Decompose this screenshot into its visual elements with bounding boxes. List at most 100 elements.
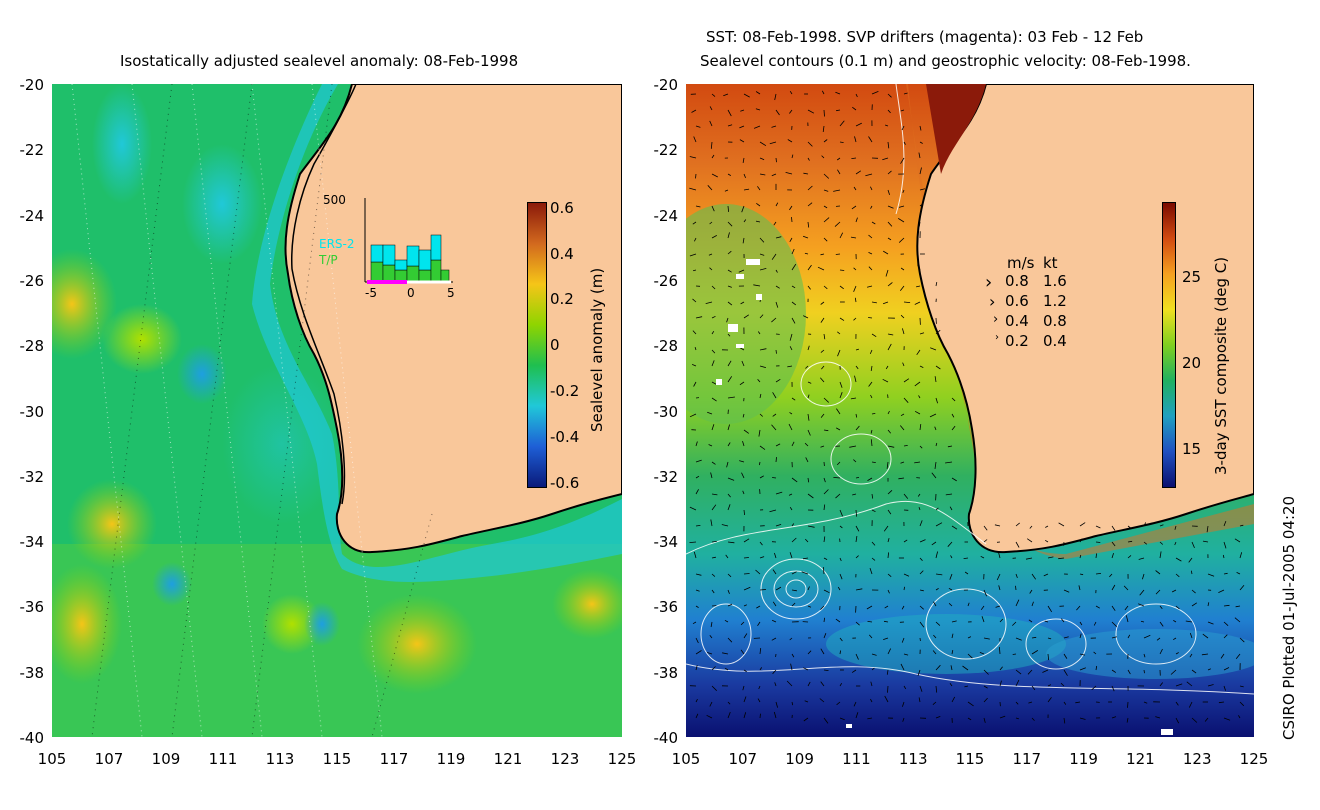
velocity-arrow (743, 604, 747, 607)
velocity-arrow (837, 349, 841, 357)
velocity-arrow (1111, 552, 1114, 559)
right-y-tick: -32 (653, 467, 679, 486)
velocity-arrow (1174, 525, 1177, 530)
velocity-legend-kt: 0.4 (1043, 332, 1067, 350)
velocity-arrow (916, 285, 921, 288)
velocity-arrow (870, 681, 873, 687)
velocity-arrow (791, 285, 796, 289)
velocity-arrow (1012, 653, 1017, 655)
velocity-arrow (887, 648, 892, 655)
velocity-arrow (723, 93, 729, 97)
velocity-arrow (885, 365, 889, 370)
velocity-arrow (1236, 572, 1241, 575)
velocity-arrow (901, 605, 905, 610)
velocity-arrow (807, 586, 810, 591)
velocity-arrow (823, 429, 829, 432)
velocity-arrow (707, 652, 713, 655)
velocity-arrow (727, 424, 730, 431)
velocity-arrow (727, 541, 735, 544)
velocity-arrow (743, 712, 747, 719)
velocity-arrow (692, 269, 697, 272)
velocity-arrow (1025, 557, 1033, 560)
velocity-arrow (1015, 701, 1019, 705)
velocity-arrow (935, 621, 941, 626)
velocity-arrow (711, 666, 716, 671)
velocity-arrow (727, 603, 733, 607)
velocity-arrow (839, 269, 845, 271)
velocity-arrow (823, 504, 826, 511)
velocity-arrow (1223, 667, 1230, 671)
velocity-arrow (855, 621, 860, 626)
velocity-arrow (951, 425, 956, 431)
velocity-arrow (694, 346, 697, 351)
velocity-arrow (759, 541, 763, 546)
velocity-arrow (707, 411, 713, 415)
velocity-arrow (711, 330, 715, 335)
velocity-arrow (804, 700, 809, 703)
velocity-arrow (755, 220, 761, 223)
velocity-arrow (823, 717, 829, 724)
velocity-arrow (775, 491, 783, 495)
velocity-arrow (709, 267, 713, 271)
velocity-arrow (902, 362, 905, 367)
velocity-arrow (1239, 552, 1243, 559)
velocity-arrow (1045, 525, 1049, 528)
velocity-arrow (1156, 637, 1161, 641)
velocity-arrow (870, 365, 873, 371)
velocity-arrow (1015, 522, 1020, 527)
velocity-arrow (1095, 665, 1098, 671)
velocity-arrow (695, 441, 698, 447)
velocity-arrow (1060, 618, 1065, 623)
velocity-arrow (935, 397, 938, 404)
velocity-arrow (741, 205, 745, 213)
velocity-arrow (1028, 619, 1033, 623)
velocity-arrow (1124, 605, 1129, 611)
velocity-arrow (805, 538, 809, 543)
velocity-arrow (772, 601, 777, 607)
velocity-arrow (1043, 573, 1049, 577)
velocity-arrow (871, 91, 879, 95)
velocity-arrow (775, 701, 778, 708)
sst-colorbar (1162, 202, 1176, 488)
velocity-arrow (962, 665, 969, 671)
left-y-tick: -32 (19, 467, 45, 486)
velocity-arrow (871, 667, 875, 671)
velocity-arrow (1191, 602, 1198, 607)
velocity-arrow (839, 232, 844, 239)
velocity-arrow (727, 477, 735, 481)
velocity-arrow (839, 682, 843, 687)
velocity-arrow (819, 698, 825, 703)
velocity-arrow (773, 711, 777, 719)
velocity-arrow (759, 348, 767, 351)
velocity-arrow (711, 461, 716, 465)
velocity-arrow (855, 712, 859, 719)
right-y-tick: -38 (653, 663, 679, 682)
velocity-arrow (775, 301, 779, 308)
velocity-arrow (983, 717, 986, 723)
velocity-arrow (868, 634, 873, 639)
velocity-arrow (1111, 621, 1117, 627)
velocity-arrow (755, 91, 761, 95)
right-x-tick: 105 (671, 750, 701, 768)
velocity-arrow (759, 173, 766, 176)
velocity-arrow (887, 93, 892, 98)
velocity-arrow (727, 173, 731, 176)
velocity-arrow (755, 569, 761, 575)
velocity-arrow (1047, 684, 1052, 687)
velocity-arrow (775, 236, 782, 239)
velocity-arrow (740, 301, 745, 305)
velocity-arrow (839, 650, 841, 655)
velocity-arrow (951, 477, 957, 482)
velocity-arrow (771, 619, 777, 623)
plot-credit: CSIRO Plotted 01-Jul-2005 04:20 (1280, 495, 1298, 740)
right-y-tick: -28 (653, 337, 679, 356)
velocity-arrow (1079, 653, 1086, 656)
velocity-arrow (791, 248, 795, 255)
velocity-arrow (900, 267, 905, 271)
velocity-arrow (807, 285, 811, 290)
velocity-arrow (1095, 605, 1101, 609)
velocity-arrow (695, 650, 702, 655)
velocity-arrow (1026, 538, 1033, 543)
colorbar-label: Sealevel anomaly (m) (588, 267, 606, 432)
velocity-arrow (887, 509, 892, 515)
